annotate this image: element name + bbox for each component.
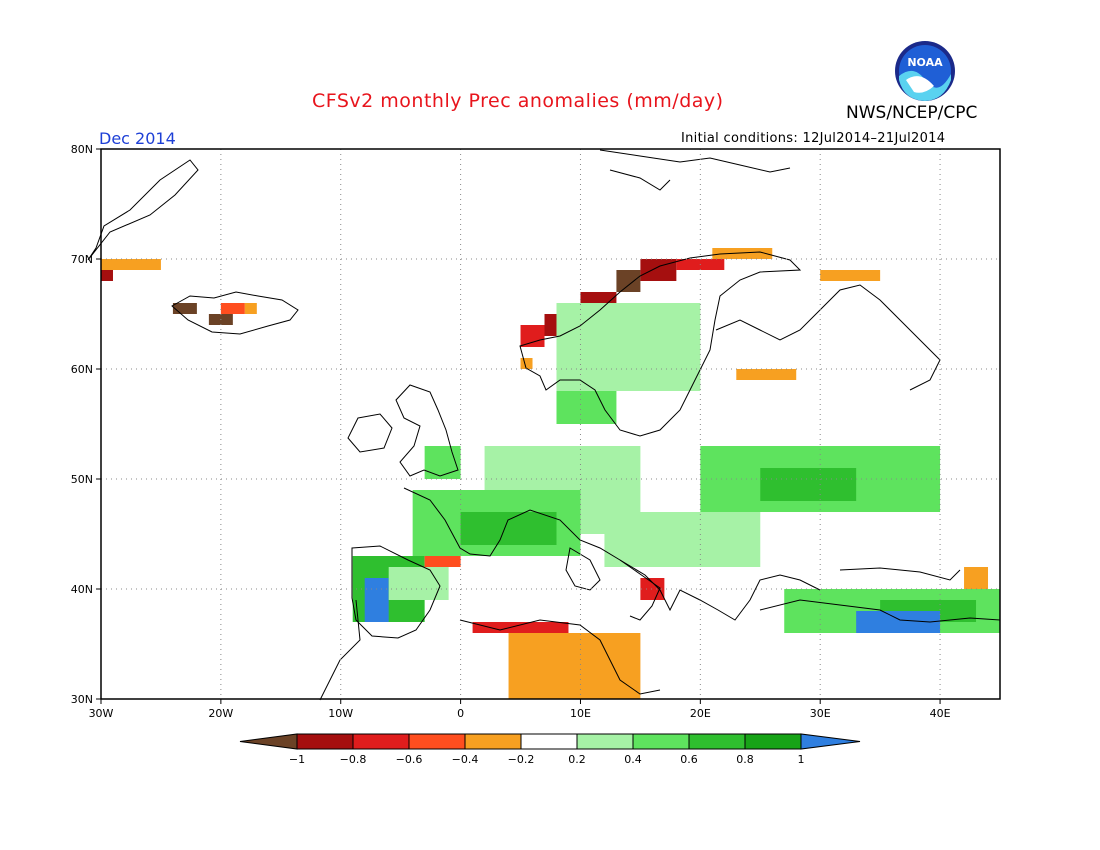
anomaly-cell bbox=[964, 567, 989, 589]
lon-tick-label: 20W bbox=[208, 707, 233, 720]
colorbar-tick-label: −1 bbox=[289, 753, 305, 766]
initial-conditions-label: Initial conditions: 12Jul2014–21Jul2014 bbox=[681, 131, 946, 146]
anomaly-cell bbox=[520, 358, 533, 369]
logo-text: NOAA bbox=[907, 56, 943, 69]
anomaly-cell bbox=[820, 270, 881, 281]
colorbar-labels: −1 −0.8 −0.6 −0.4 −0.2 0.2 0.4 0.6 0.8 1 bbox=[289, 753, 805, 766]
lon-tick-label: 30E bbox=[810, 707, 831, 720]
anomaly-cell bbox=[364, 578, 389, 622]
colorbar-tick-label: −0.2 bbox=[508, 753, 535, 766]
colorbar-tick-label: −0.4 bbox=[452, 753, 479, 766]
anomaly-cells bbox=[101, 248, 1000, 699]
lat-tick-label: 80N bbox=[71, 143, 93, 156]
anomaly-cell bbox=[556, 303, 701, 391]
anomaly-cell bbox=[172, 303, 197, 314]
lat-tick-label: 70N bbox=[71, 253, 93, 266]
anomaly-cell bbox=[556, 391, 617, 424]
anomaly-cell bbox=[856, 611, 941, 633]
lon-tick-label: 40E bbox=[930, 707, 951, 720]
lat-tick-label: 60N bbox=[71, 363, 93, 376]
anomaly-map: 30N 40N 50N 60N 70N 80N 30W 20W 10W 0 10E 20E 30E 40… bbox=[71, 143, 1001, 720]
anomaly-cell bbox=[760, 468, 857, 501]
lat-tick-label: 40N bbox=[71, 583, 93, 596]
graticule bbox=[101, 149, 1000, 699]
lon-tick-label: 10E bbox=[570, 707, 591, 720]
map-title: CFSv2 monthly Prec anomalies (mm/day) bbox=[312, 90, 724, 112]
anomaly-cell bbox=[424, 446, 461, 479]
forecast-month-label: Dec 2014 bbox=[99, 129, 176, 148]
anomaly-cell bbox=[460, 512, 557, 545]
colorbar-tick-label: 0.2 bbox=[568, 753, 586, 766]
anomaly-cell bbox=[520, 325, 545, 347]
anomaly-cell bbox=[101, 259, 161, 270]
anomaly-cell bbox=[424, 556, 461, 567]
anomaly-cell bbox=[508, 633, 641, 699]
noaa-logo: NOAA bbox=[895, 41, 955, 101]
anomaly-cell bbox=[220, 303, 245, 314]
lon-tick-label: 10W bbox=[328, 707, 353, 720]
colorbar-tick-label: 0.4 bbox=[624, 753, 642, 766]
anomaly-cell bbox=[604, 512, 761, 567]
organization-label: NWS/NCEP/CPC bbox=[846, 103, 978, 123]
anomaly-cell bbox=[712, 248, 773, 259]
anomaly-cell bbox=[101, 270, 113, 281]
map-frame bbox=[100, 148, 1001, 700]
anomaly-cell bbox=[472, 622, 569, 633]
anomaly-cell bbox=[388, 567, 449, 600]
anomaly-cell bbox=[616, 270, 641, 292]
colorbar-tick-label: −0.6 bbox=[396, 753, 423, 766]
anomaly-cell bbox=[640, 578, 665, 600]
lon-tick-label: 20E bbox=[690, 707, 711, 720]
anomaly-cell bbox=[244, 303, 257, 314]
colorbar-tick-label: 1 bbox=[798, 753, 805, 766]
latitude-ticks: 30N 40N 50N 60N 70N 80N bbox=[71, 143, 101, 706]
colorbar-tick-label: 0.6 bbox=[680, 753, 698, 766]
colorbar-tick-label: 0.8 bbox=[736, 753, 754, 766]
anomaly-cell bbox=[640, 259, 677, 281]
lon-tick-label: 0 bbox=[457, 707, 464, 720]
anomaly-cell bbox=[736, 369, 797, 380]
lat-tick-label: 30N bbox=[71, 693, 93, 706]
longitude-ticks: 30W 20W 10W 0 10E 20E 30E 40E bbox=[89, 699, 951, 720]
lon-tick-label: 30W bbox=[89, 707, 114, 720]
colorbar-tick-label: −0.8 bbox=[340, 753, 367, 766]
lat-tick-label: 50N bbox=[71, 473, 93, 486]
